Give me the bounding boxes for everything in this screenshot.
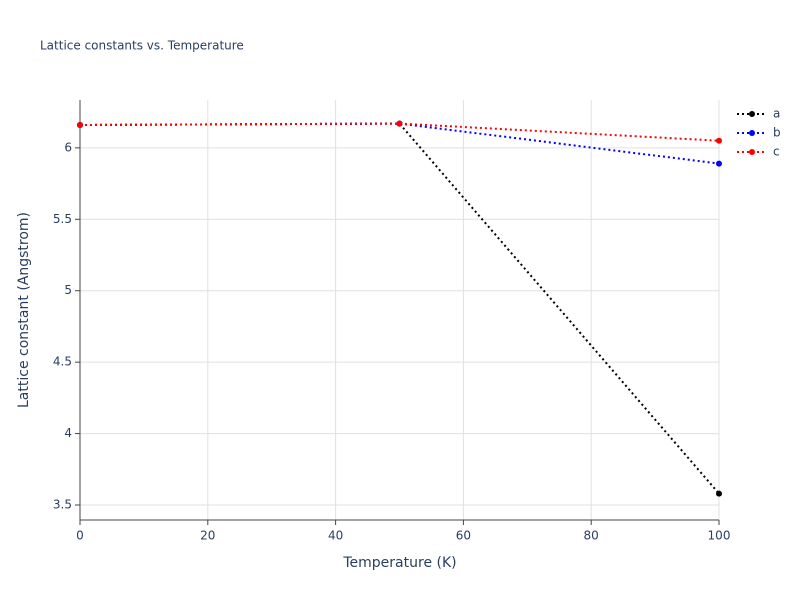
x-tick-label: 40 xyxy=(328,529,343,543)
point xyxy=(716,160,722,167)
y-axis-title: Lattice constant (Angstrom) xyxy=(16,212,32,408)
y-tick-label: 5.5 xyxy=(53,212,72,226)
legend-label: c xyxy=(773,145,780,159)
legend-marker xyxy=(749,130,755,136)
point xyxy=(77,122,83,128)
y-tick-label: 4.5 xyxy=(53,355,72,369)
legend-marker xyxy=(749,111,755,117)
series-line xyxy=(79,122,720,142)
legend-marker xyxy=(749,149,755,155)
series-line xyxy=(79,122,720,495)
x-tick-label: 60 xyxy=(456,529,471,543)
x-axis-title: Temperature (K) xyxy=(342,555,456,571)
x-tick-label: 0 xyxy=(76,529,84,543)
y-tick-label: 6 xyxy=(64,140,72,154)
legend-label: b xyxy=(773,126,781,140)
legend-label: a xyxy=(773,107,780,121)
y-tick-label: 5 xyxy=(64,283,72,297)
point xyxy=(716,490,722,497)
x-tick-label: 20 xyxy=(200,529,215,543)
x-tick-label: 100 xyxy=(708,529,731,543)
chart-title: Lattice constants vs. Temperature xyxy=(40,39,244,53)
y-tick-label: 3.5 xyxy=(53,498,72,512)
point xyxy=(716,137,722,144)
x-tick-label: 80 xyxy=(584,529,599,543)
series-line xyxy=(79,122,720,165)
point xyxy=(396,120,403,127)
y-tick-label: 4 xyxy=(64,426,72,440)
